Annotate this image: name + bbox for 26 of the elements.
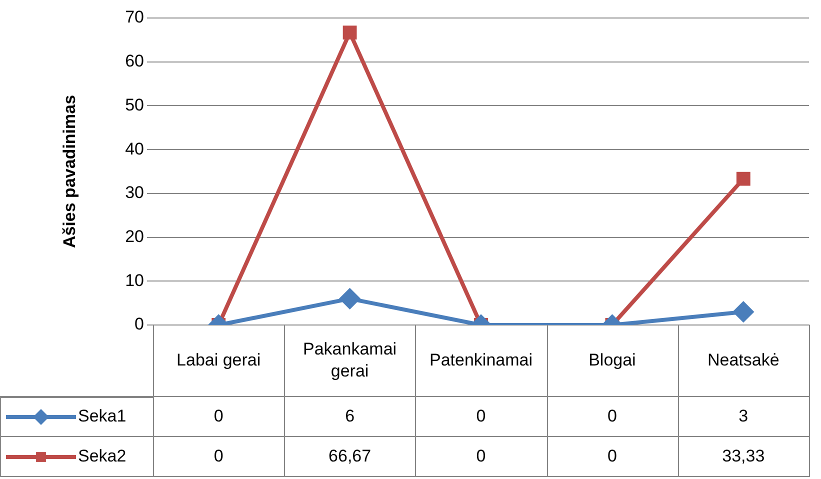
data-label: 6 xyxy=(345,406,355,426)
data-label: 0 xyxy=(607,406,617,426)
data-label: 3 xyxy=(738,406,748,426)
data-label: 0 xyxy=(214,446,224,466)
data-label: 66,67 xyxy=(328,446,372,466)
data-label: 33,33 xyxy=(722,446,765,466)
x-tick-label: Labai gerai xyxy=(176,350,261,370)
y-axis-title: Ašies pavadinimas xyxy=(60,94,79,248)
y-tick-label: 30 xyxy=(125,183,144,202)
x-tick-label: Neatsakė xyxy=(707,350,780,370)
y-tick-label: 10 xyxy=(125,270,144,290)
legend-label: Seka2 xyxy=(78,446,126,466)
data-label: 0 xyxy=(214,406,224,426)
x-tick-label: Blogai xyxy=(588,350,636,370)
legend-label: Seka1 xyxy=(78,406,126,426)
x-tick-label: Patenkinamai xyxy=(429,350,533,370)
data-label: 0 xyxy=(607,446,617,466)
data-label: 0 xyxy=(476,406,486,426)
y-tick-label: 0 xyxy=(134,314,144,334)
y-tick-label: 20 xyxy=(125,226,144,246)
y-tick-label: 40 xyxy=(125,139,144,158)
y-tick-label: 50 xyxy=(125,95,144,114)
data-label: 0 xyxy=(476,446,486,466)
y-tick-label: 70 xyxy=(125,8,144,27)
x-tick-label: Pakankamai gerai xyxy=(303,340,397,381)
y-tick-label: 60 xyxy=(125,52,144,71)
